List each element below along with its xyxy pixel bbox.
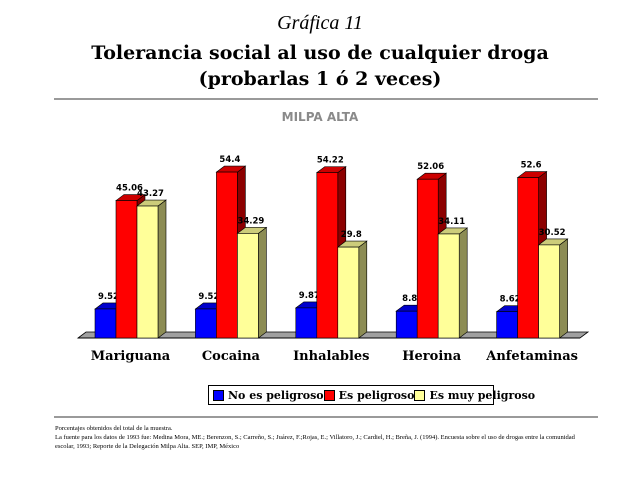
x-tick-label-cocaina: Cocaina: [202, 349, 261, 364]
bar-es-muy-peligroso-anfetaminas-side: [559, 238, 568, 339]
data-label-es-peligroso-inhalables: 54.22: [317, 156, 344, 166]
legend-label-es-muy-peligroso: Es muy peligroso: [429, 388, 536, 402]
footnote-line-1: Porcentajes obtenidos del total de la mu…: [55, 425, 173, 432]
legend-label-no-es-peligroso: No es peligroso: [228, 388, 324, 402]
legend-label-es-peligroso: Es peligroso: [338, 388, 415, 402]
data-label-no-es-peligroso-heroina: 8.8: [402, 294, 417, 304]
legend-item-no-es-peligroso: No es peligroso: [213, 389, 324, 402]
bar-no-es-peligroso-cocaina: [195, 308, 217, 339]
legend: No es peligroso Es peligroso Es muy peli…: [208, 385, 535, 405]
bar-es-peligroso-inhalables: [316, 172, 339, 339]
x-tick-label-anfetaminas: Anfetaminas: [485, 349, 578, 364]
data-label-no-es-peligroso-mariguana: 9.52: [98, 292, 119, 302]
data-label-es-muy-peligroso-anfetaminas: 30.52: [539, 228, 566, 238]
data-label-no-es-peligroso-anfetaminas: 8.62: [500, 295, 521, 305]
footnote-line-2: La fuente para los datos de 1993 fue: Me…: [55, 434, 575, 450]
title-line-2: (probarlas 1 ó 2 veces): [198, 68, 442, 90]
bar-es-muy-peligroso-mariguana-side: [157, 199, 167, 339]
title-line-1: Tolerancia social al uso de cualquier dr…: [91, 42, 549, 64]
bar-no-es-peligroso-heroina: [395, 310, 418, 339]
bar-es-muy-peligroso-cocaina-side: [258, 226, 267, 339]
bar-es-muy-peligroso-inhalables-side: [358, 240, 368, 339]
bottom-divider: [54, 416, 598, 418]
data-label-no-es-peligroso-cocaina: 9.52: [198, 292, 219, 302]
bar-es-muy-peligroso-mariguana: [136, 205, 159, 339]
x-tick-label-heroina: Heroina: [402, 349, 461, 364]
bar-es-muy-peligroso-heroina: [437, 233, 460, 339]
bar-es-peligroso-anfetaminas: [517, 177, 539, 339]
bar-es-muy-peligroso-inhalables: [337, 246, 360, 339]
data-label-es-muy-peligroso-cocaina: 34.29: [237, 216, 264, 226]
top-divider: [54, 98, 598, 100]
x-tick-label-mariguana: Mariguana: [91, 349, 171, 364]
bar-no-es-peligroso-mariguana: [94, 308, 117, 339]
x-tick-label-inhalables: Inhalables: [293, 349, 369, 364]
bar-es-muy-peligroso-heroina-side: [458, 227, 468, 339]
bar-es-muy-peligroso-cocaina: [237, 233, 259, 339]
chart-subtitle: MILPA ALTA: [281, 110, 359, 124]
bar-es-peligroso-mariguana: [115, 200, 138, 339]
data-label-es-peligroso-cocaina: 54.4: [219, 155, 240, 165]
data-label-es-peligroso-anfetaminas: 52.6: [521, 161, 542, 171]
legend-swatch-no-es-peligroso: [213, 389, 224, 401]
bar-es-peligroso-heroina: [416, 178, 439, 339]
data-label-es-peligroso-heroina: 52.06: [417, 162, 444, 172]
legend-swatch-es-muy-peligroso: [414, 389, 426, 401]
figure-number: Gráfica 11: [277, 12, 363, 34]
bar-es-peligroso-cocaina: [216, 171, 238, 339]
legend-item-es-peligroso: Es peligroso: [323, 388, 415, 402]
legend-swatch-es-peligroso: [323, 389, 335, 401]
data-label-no-es-peligroso-inhalables: 9.87: [299, 291, 320, 301]
bar-no-es-peligroso-anfetaminas: [496, 311, 518, 339]
footnote: Porcentajes obtenidos del total de la mu…: [55, 424, 595, 451]
data-label-es-peligroso-mariguana: 45.06: [116, 184, 143, 194]
legend-item-es-muy-peligroso: Es muy peligroso: [414, 389, 535, 402]
chart-title: Tolerancia social al uso de cualquier dr…: [0, 40, 640, 92]
data-label-es-muy-peligroso-mariguana: 43.27: [137, 189, 164, 199]
data-label-es-muy-peligroso-inhalables: 29.8: [341, 230, 362, 240]
bar-no-es-peligroso-inhalables: [295, 307, 318, 339]
data-label-es-muy-peligroso-heroina: 34.11: [438, 217, 465, 227]
bar-es-muy-peligroso-anfetaminas: [538, 244, 560, 339]
